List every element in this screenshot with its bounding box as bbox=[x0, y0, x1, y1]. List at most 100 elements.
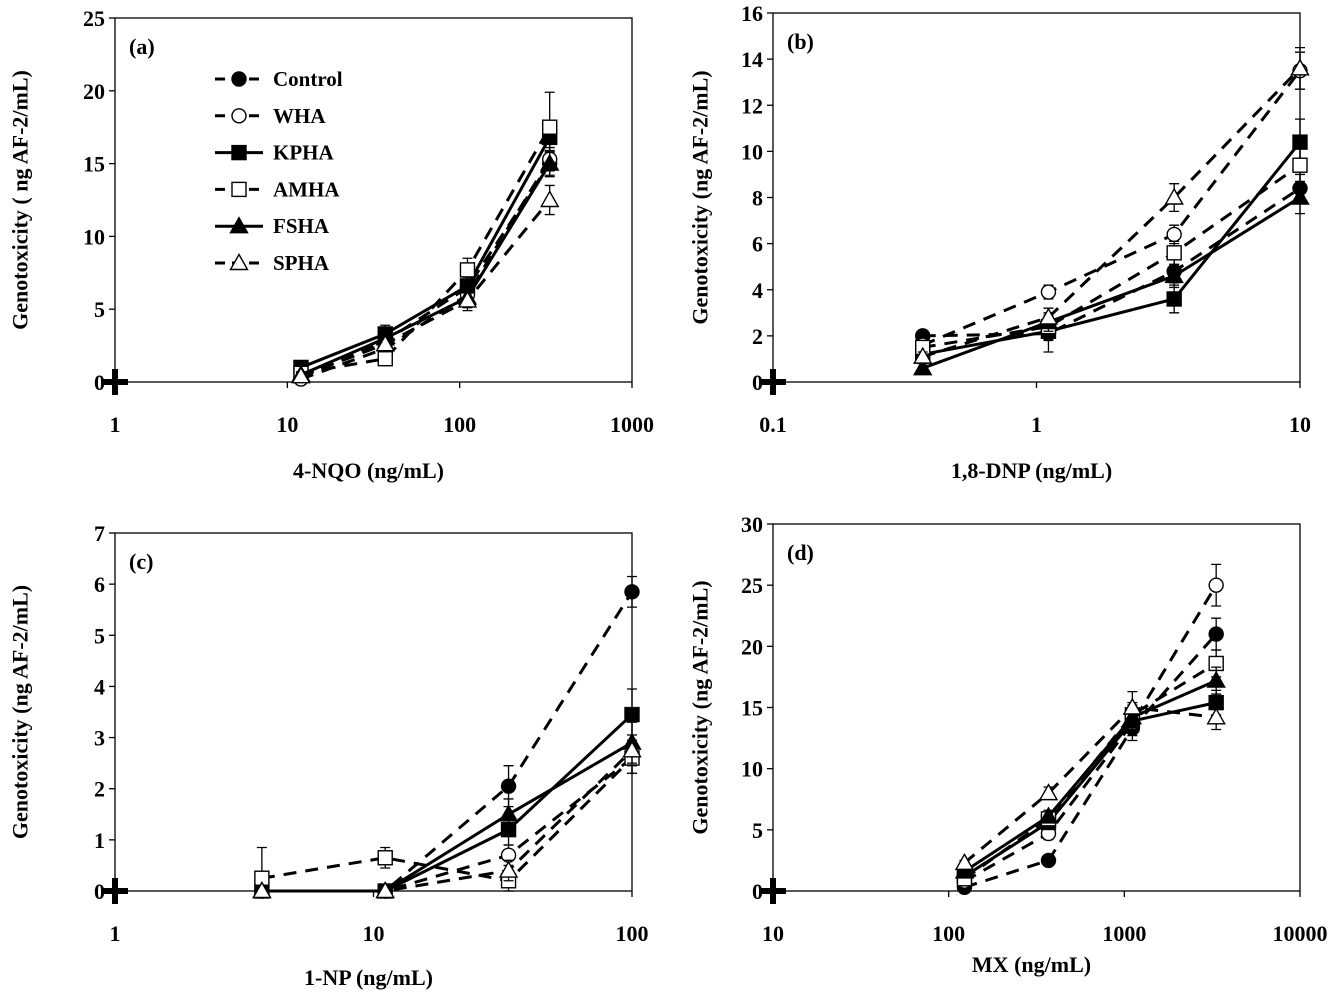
y-tick-label: 4 bbox=[752, 278, 763, 303]
panel-label: (c) bbox=[129, 549, 153, 574]
series-wha bbox=[956, 563, 1224, 889]
x-tick-label: 100 bbox=[443, 412, 476, 437]
data-point bbox=[542, 119, 558, 135]
y-axis-title: Genotoxicity (ng AF-2/mL) bbox=[8, 585, 33, 839]
data-point bbox=[539, 153, 560, 171]
origin-cross-icon bbox=[760, 369, 786, 395]
data-point bbox=[375, 881, 395, 899]
origin-cross-icon bbox=[102, 369, 128, 395]
plot-frame bbox=[114, 17, 633, 383]
y-tick-label: 2 bbox=[94, 777, 105, 802]
data-point bbox=[1206, 670, 1226, 688]
y-axis-title: Genotoxicity (ng AF-2/mL) bbox=[688, 70, 713, 324]
data-point bbox=[1166, 245, 1182, 261]
legend-label: AMHA bbox=[273, 177, 340, 201]
series-line bbox=[963, 705, 1217, 865]
legend: Control WHA KPHA AMHA FSHA SPHA bbox=[215, 67, 343, 275]
series-line bbox=[300, 126, 552, 375]
y-tick-label: 6 bbox=[94, 572, 105, 597]
series-line bbox=[300, 162, 551, 377]
x-axis-title: MX (ng/mL) bbox=[972, 952, 1091, 977]
x-axis-title: 1-NP (ng/mL) bbox=[304, 965, 433, 990]
legend-label: WHA bbox=[273, 104, 326, 128]
legend-label: Control bbox=[273, 67, 343, 91]
data-point bbox=[498, 860, 519, 878]
data-point bbox=[1292, 157, 1308, 173]
x-tick-label: 100 bbox=[616, 921, 649, 946]
data-point bbox=[1166, 226, 1182, 243]
series-line bbox=[922, 163, 1301, 349]
data-point bbox=[1290, 187, 1310, 205]
series-line bbox=[922, 141, 1302, 356]
data-point bbox=[1166, 291, 1182, 307]
x-tick-label: 1 bbox=[110, 921, 121, 946]
series-line bbox=[963, 679, 1217, 873]
data-point bbox=[1040, 284, 1057, 300]
y-tick-label: 15 bbox=[83, 152, 105, 177]
panel-label: (d) bbox=[787, 540, 814, 565]
panel-label: (a) bbox=[129, 34, 155, 59]
data-point bbox=[1206, 707, 1226, 725]
x-tick-label: 10 bbox=[762, 921, 784, 946]
y-axis-title: Genotoxicity (ng AF-2/mL) bbox=[688, 580, 713, 834]
series-kpha bbox=[254, 688, 640, 899]
x-tick-label: 1000 bbox=[1102, 921, 1146, 946]
x-tick-label: 100 bbox=[932, 921, 965, 946]
series-kpha bbox=[915, 118, 1308, 363]
series-spha bbox=[291, 184, 560, 384]
data-point bbox=[624, 706, 640, 723]
data-point bbox=[1038, 783, 1059, 801]
y-tick-label: 20 bbox=[741, 634, 763, 659]
y-tick-label: 25 bbox=[741, 573, 763, 598]
x-tick-label: 1 bbox=[1031, 412, 1042, 437]
series-spha bbox=[954, 690, 1226, 871]
y-tick-label: 30 bbox=[741, 512, 763, 537]
data-point bbox=[500, 778, 517, 794]
y-tick-label: 5 bbox=[94, 623, 105, 648]
series-line bbox=[261, 756, 634, 883]
y-tick-label: 2 bbox=[752, 324, 763, 349]
data-point bbox=[913, 358, 933, 376]
series-line bbox=[922, 196, 1301, 370]
legend-marker-icon bbox=[231, 181, 247, 198]
x-tick-label: 10 bbox=[1289, 412, 1311, 437]
series-line bbox=[922, 69, 1302, 347]
plot-frame bbox=[114, 532, 633, 892]
y-tick-label: 14 bbox=[741, 47, 763, 72]
series-line bbox=[261, 741, 633, 893]
y-tick-label: 0 bbox=[752, 879, 763, 904]
data-point bbox=[1038, 806, 1059, 824]
series-spha bbox=[252, 734, 642, 899]
data-point bbox=[1038, 307, 1059, 325]
y-tick-label: 7 bbox=[94, 521, 105, 546]
data-point bbox=[459, 262, 476, 278]
series-kpha bbox=[956, 689, 1224, 885]
data-point bbox=[375, 334, 395, 352]
data-point bbox=[1290, 58, 1310, 76]
y-tick-label: 25 bbox=[83, 6, 105, 31]
data-point bbox=[498, 804, 519, 822]
y-axis-title: Genotoxicity ( ng AF-2/mL) bbox=[8, 70, 33, 330]
y-tick-label: 10 bbox=[83, 224, 105, 249]
legend-label: KPHA bbox=[273, 141, 334, 165]
y-tick-label: 0 bbox=[752, 370, 763, 395]
y-tick-label: 1 bbox=[94, 828, 105, 853]
series-line bbox=[261, 756, 633, 893]
x-axis-title: 4-NQO (ng/mL) bbox=[293, 458, 444, 483]
y-tick-label: 20 bbox=[83, 79, 105, 104]
legend-marker-icon bbox=[231, 71, 247, 87]
data-point bbox=[377, 850, 393, 866]
data-point bbox=[954, 852, 975, 871]
data-point bbox=[1040, 852, 1057, 869]
y-tick-label: 5 bbox=[94, 297, 105, 322]
y-tick-label: 15 bbox=[741, 696, 763, 721]
y-tick-label: 4 bbox=[94, 674, 105, 699]
y-tick-label: 8 bbox=[752, 186, 763, 211]
legend-label: SPHA bbox=[273, 251, 330, 275]
origin-cross-icon bbox=[102, 878, 128, 904]
series-wha bbox=[254, 742, 640, 899]
y-tick-label: 6 bbox=[752, 232, 763, 257]
y-tick-label: 16 bbox=[741, 1, 763, 26]
series-line bbox=[964, 633, 1218, 889]
